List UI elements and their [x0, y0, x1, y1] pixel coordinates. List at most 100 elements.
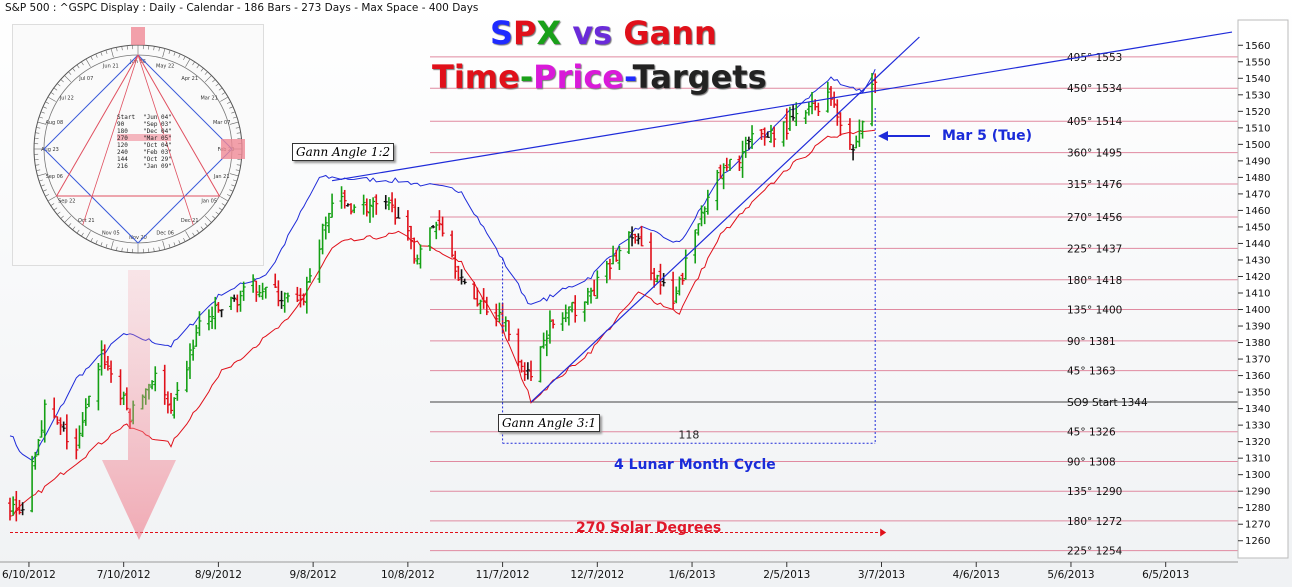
wheel-tick: [204, 215, 212, 223]
wheel-date-label: Sep 22: [58, 199, 75, 205]
wheel-tick: [42, 106, 47, 109]
wheel-tick: [229, 106, 234, 109]
gann-level-lines: 495° 1553 450° 1534 405° 1514 360° 1495 315°…: [430, 52, 1238, 558]
price-tick-label: 1430: [1245, 255, 1270, 266]
wheel-tick: [178, 240, 181, 245]
wheel-tick: [53, 207, 58, 211]
price-tick-label: 1480: [1245, 173, 1270, 184]
price-tick-label: 1370: [1245, 355, 1270, 366]
gann-level-label: 180° 1418: [1067, 275, 1122, 287]
wheel-square: [43, 54, 233, 244]
wheel-tick: [68, 71, 72, 75]
title-segment: S: [490, 14, 514, 52]
wheel-row-date: "Sep 03": [143, 121, 172, 128]
gann-level-label: 225° 1437: [1067, 243, 1122, 255]
price-tick-label: 1520: [1245, 107, 1270, 118]
wheel-date-label: Apr 21: [181, 76, 198, 82]
wheel-row-degree: 270: [117, 135, 128, 142]
price-tick-label: 1510: [1245, 123, 1270, 134]
date-tick-label: 3/7/2013: [858, 569, 905, 581]
wheel-tick: [68, 223, 72, 227]
wheel-tick: [45, 101, 50, 104]
gann-level-label: 495° 1553: [1067, 52, 1122, 64]
wheel-tick: [231, 184, 236, 187]
gann-level-label: 45° 1326: [1067, 427, 1116, 439]
wheel-tick: [105, 244, 108, 249]
price-tick-label: 1400: [1245, 305, 1270, 316]
wheel-date-label: May 22: [156, 63, 174, 69]
price-tick-label: 1360: [1245, 371, 1270, 382]
date-tick-label: 6/5/2013: [1142, 569, 1189, 581]
wheel-tick: [218, 207, 223, 211]
wheel-date-label: Jun 21: [102, 63, 119, 69]
wheel-tick: [204, 71, 208, 75]
price-tick-label: 1290: [1245, 487, 1270, 498]
price-tick-label: 1270: [1245, 520, 1270, 531]
wheel-date-label: Jul 22: [59, 95, 74, 101]
gann-angle-3-1-label: Gann Angle 3:1: [498, 414, 601, 432]
wheel-tick: [168, 49, 171, 54]
wheel-date-label: Mar 07: [213, 120, 230, 126]
wheel-date-label: Jul 07: [78, 76, 93, 82]
wheel-row-degree: 240: [117, 149, 128, 156]
wheel-tick: [121, 247, 123, 252]
wheel-tick: [236, 132, 241, 134]
mar5-label: Mar 5 (Tue): [942, 128, 1033, 144]
wheel-tick: [168, 244, 171, 249]
title-time-price-targets: Time-Price-Targets: [432, 58, 767, 96]
solar-arrowhead: [880, 528, 887, 537]
wheel-tick: [231, 111, 236, 114]
gann-level-label: 45° 1363: [1067, 366, 1116, 378]
title-spx-vs-gann: SPX vs Gann: [490, 14, 717, 52]
wheel-tick: [183, 237, 186, 242]
upper-band-line: [9, 69, 876, 462]
wheel-tick: [183, 56, 186, 61]
wheel-tick: [45, 194, 50, 197]
wheel-date-label: Nov 05: [102, 231, 120, 237]
price-tick-label: 1420: [1245, 272, 1270, 283]
wheel-tick: [42, 189, 47, 192]
wheel-triangle: [55, 53, 221, 197]
date-tick-label: 2/5/2013: [763, 569, 810, 581]
wheel-tick: [60, 215, 64, 219]
wheel-tick: [56, 211, 61, 215]
price-tick-label: 1280: [1245, 503, 1270, 514]
wheel-tick: [200, 226, 204, 231]
wheel-date-label: Aug 08: [45, 120, 63, 126]
gann-level-label: 225° 1254: [1067, 546, 1123, 558]
wheel-date-label: Aug 23: [41, 147, 59, 153]
date-tick-label: 7/10/2012: [97, 569, 151, 581]
wheel-tick: [221, 92, 226, 95]
date-tick-label: 5/6/2013: [1047, 569, 1094, 581]
wheel-date-label: Jan 05: [200, 199, 217, 205]
wheel-tick: [229, 121, 239, 125]
wheel-tick: [185, 58, 191, 67]
wheel-date-label: Sep 06: [46, 174, 63, 180]
title-segment: -: [624, 58, 633, 96]
price-tick-label: 1530: [1245, 90, 1270, 101]
wheel-tick: [50, 203, 55, 206]
wheel-tick: [158, 246, 160, 251]
wheel-tick: [85, 58, 91, 67]
wheel-date-label: Dec 21: [181, 218, 199, 224]
date-tick-label: 8/9/2012: [195, 569, 242, 581]
price-tick-label: 1550: [1245, 57, 1270, 68]
title-segment: -: [519, 58, 534, 96]
wheel-tick: [215, 211, 220, 215]
wheel-tick: [81, 61, 84, 66]
wheel-tick: [110, 48, 114, 58]
wheel-row-date: "Jun 04": [143, 114, 172, 121]
date-tick-label: 6/10/2012: [2, 569, 56, 581]
wheel-inner-ring: [43, 54, 233, 244]
gann-level-label: 270° 1456: [1067, 212, 1123, 224]
wheel-start-marker: [131, 27, 145, 45]
wheel-tick: [204, 223, 208, 227]
wheel-tick: [220, 196, 229, 202]
date-tick-label: 4/6/2013: [953, 569, 1000, 581]
wheel-row-date: "Oct 29": [143, 156, 172, 163]
wheel-chord: [82, 54, 139, 226]
wheel-date-label: Jun 06: [129, 59, 146, 65]
lower-band-line: [9, 129, 876, 517]
gann-angle-1-2-line: [331, 31, 1233, 182]
